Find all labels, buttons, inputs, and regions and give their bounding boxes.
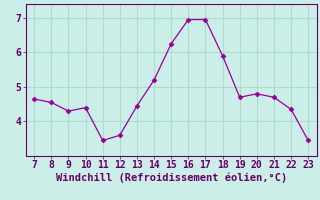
X-axis label: Windchill (Refroidissement éolien,°C): Windchill (Refroidissement éolien,°C)	[56, 173, 287, 183]
